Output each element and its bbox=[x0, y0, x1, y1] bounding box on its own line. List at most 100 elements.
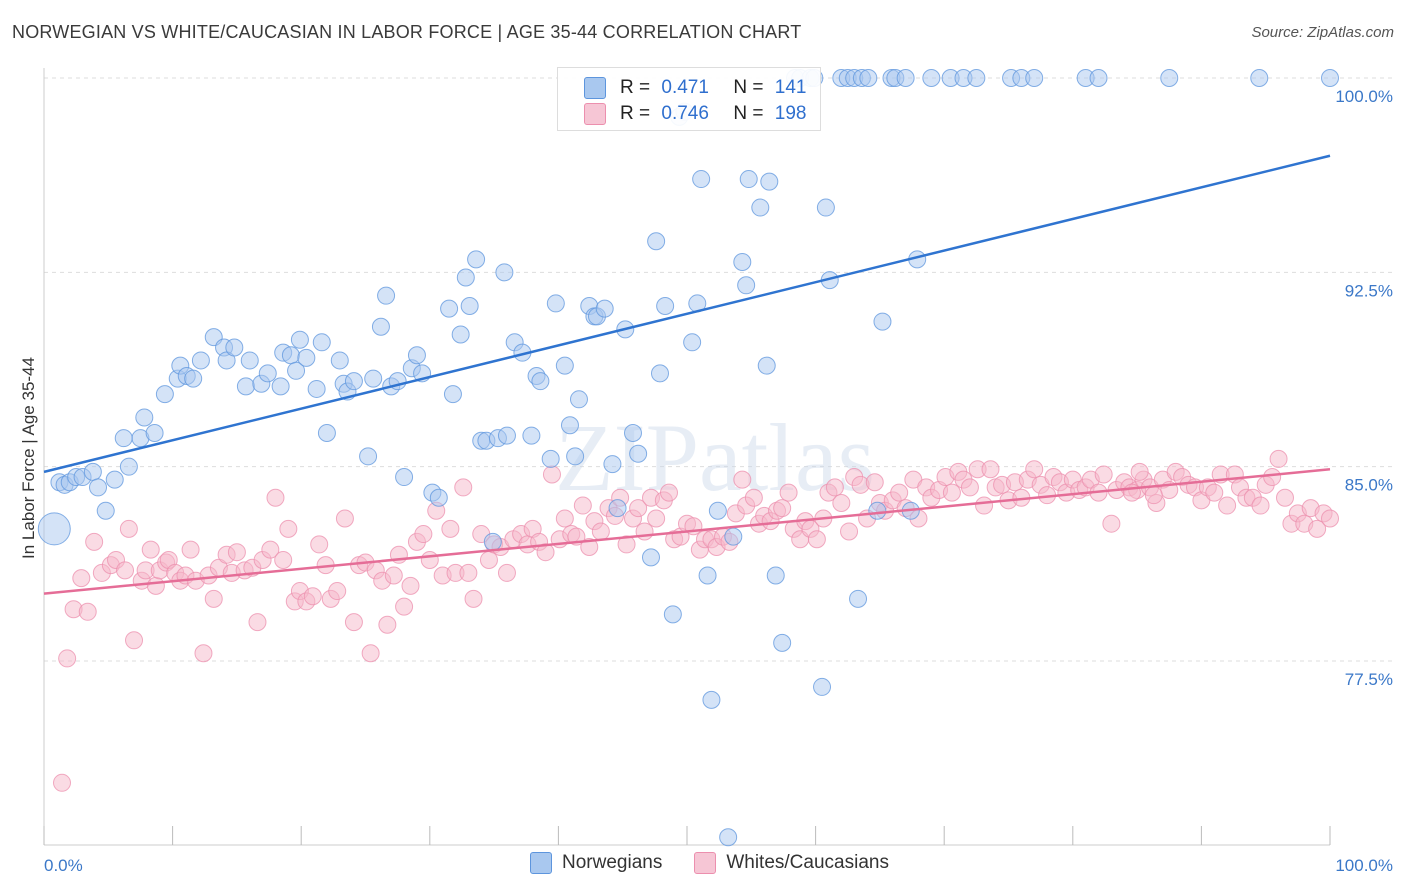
whites-point bbox=[779, 483, 798, 502]
norwegians-point bbox=[344, 372, 363, 391]
whites-point bbox=[1218, 496, 1237, 515]
norwegians-point bbox=[330, 351, 349, 370]
norwegians-point bbox=[849, 589, 868, 608]
norwegians-point bbox=[240, 351, 259, 370]
whites-point bbox=[459, 563, 478, 582]
norwegians-point bbox=[595, 299, 614, 318]
norwegians-point bbox=[451, 325, 470, 344]
whites-point bbox=[773, 499, 792, 518]
norwegians-point bbox=[429, 488, 448, 507]
norwegians-point bbox=[440, 299, 459, 318]
norwegians-point bbox=[1089, 69, 1108, 87]
whites-point bbox=[261, 540, 280, 559]
norwegians-point bbox=[896, 69, 915, 87]
norwegians-point bbox=[281, 346, 300, 365]
whites-point bbox=[72, 569, 91, 588]
whites-point bbox=[194, 644, 213, 663]
legend-label: Whites/Caucasians bbox=[726, 852, 889, 873]
norwegians-point bbox=[1160, 69, 1179, 87]
whites-point bbox=[573, 496, 592, 515]
norwegians-point bbox=[967, 69, 986, 87]
whites-point bbox=[647, 509, 666, 528]
whites-point bbox=[580, 538, 599, 557]
whites-point bbox=[1321, 509, 1339, 528]
norwegians-point bbox=[751, 198, 770, 217]
legend-item-norwegians[interactable]: Norwegians bbox=[530, 852, 662, 874]
stats-legend: R = 0.471 N = 141 R = 0.746 N = 198 bbox=[557, 67, 821, 131]
whites-point bbox=[310, 535, 329, 554]
whites-point bbox=[975, 496, 994, 515]
norwegians-point bbox=[813, 677, 832, 696]
norwegians-point bbox=[739, 170, 758, 189]
norwegians-point bbox=[483, 532, 502, 551]
whites-point bbox=[1269, 449, 1288, 468]
norwegians-point bbox=[317, 423, 336, 442]
whites-point bbox=[536, 543, 555, 562]
whites-point bbox=[960, 478, 979, 497]
norwegians-point bbox=[522, 426, 541, 445]
whites-point bbox=[629, 499, 648, 518]
norwegians-point bbox=[623, 423, 642, 442]
legend-item-whites[interactable]: Whites/Caucasians bbox=[694, 852, 889, 874]
norwegians-point bbox=[456, 268, 475, 287]
whites-legend-swatch bbox=[694, 852, 717, 874]
norwegians-point bbox=[683, 333, 702, 352]
axes bbox=[43, 68, 1331, 846]
norwegians-point bbox=[757, 356, 776, 375]
n-label: N = bbox=[733, 103, 764, 124]
series-legend: Norwegians Whites/Caucasians bbox=[530, 852, 921, 874]
y-axis-title: In Labor Force | Age 35-44 bbox=[19, 357, 38, 559]
norwegians-point bbox=[467, 250, 486, 269]
whites-point bbox=[85, 532, 104, 551]
source-label: Source: ZipAtlas.com bbox=[1251, 24, 1394, 41]
whites-point bbox=[840, 522, 859, 541]
whites-caucasians-points bbox=[53, 449, 1339, 792]
whites-point bbox=[378, 615, 397, 634]
chart-title: NORWEGIAN VS WHITE/CAUCASIAN IN LABOR FO… bbox=[12, 22, 802, 42]
norwegians-point bbox=[364, 369, 383, 388]
r-value: 0.746 bbox=[661, 103, 709, 124]
whites-point bbox=[53, 773, 72, 792]
norwegians-point bbox=[663, 605, 682, 624]
norwegians-point bbox=[258, 364, 277, 383]
grid-lines bbox=[44, 77, 1392, 662]
whites-point bbox=[181, 540, 200, 559]
norwegians-point bbox=[83, 462, 102, 481]
whites-point bbox=[116, 561, 135, 580]
y-tick-label: 77.5% bbox=[1345, 670, 1393, 689]
whites-point bbox=[279, 519, 298, 538]
whites-point bbox=[361, 644, 380, 663]
x-tick-label: 0.0% bbox=[44, 856, 83, 875]
y-tick-label: 100.0% bbox=[1335, 87, 1393, 106]
norwegians-point bbox=[859, 69, 878, 87]
norwegians-point bbox=[495, 263, 514, 282]
whites-trend-line bbox=[43, 468, 1331, 595]
norwegians-point bbox=[271, 377, 290, 396]
stats-row-norwegians: R = 0.471 N = 141 bbox=[584, 75, 806, 101]
norwegians-point bbox=[443, 385, 462, 404]
whites-point bbox=[1275, 488, 1294, 507]
whites-swatch bbox=[584, 103, 606, 125]
whites-point bbox=[78, 602, 97, 621]
whites-point bbox=[1205, 483, 1224, 502]
norwegians-point bbox=[873, 312, 892, 331]
norwegians-point bbox=[460, 297, 479, 316]
trend-lines bbox=[43, 154, 1331, 595]
whites-point bbox=[981, 460, 1000, 479]
whites-point bbox=[146, 576, 165, 595]
whites-point bbox=[865, 473, 884, 492]
whites-point bbox=[832, 493, 851, 512]
whites-point bbox=[441, 519, 460, 538]
norwegians-point bbox=[698, 566, 717, 585]
norwegians-point bbox=[541, 449, 560, 468]
norwegians-point bbox=[629, 444, 648, 463]
whites-point bbox=[274, 550, 293, 569]
y-tick-label: 92.5% bbox=[1345, 281, 1393, 300]
norwegians-point bbox=[89, 478, 108, 497]
norwegians-point bbox=[560, 416, 579, 435]
norwegians-point bbox=[692, 170, 711, 189]
norwegians-point bbox=[1250, 69, 1269, 87]
whites-point bbox=[555, 509, 574, 528]
norwegians-point bbox=[647, 232, 666, 251]
